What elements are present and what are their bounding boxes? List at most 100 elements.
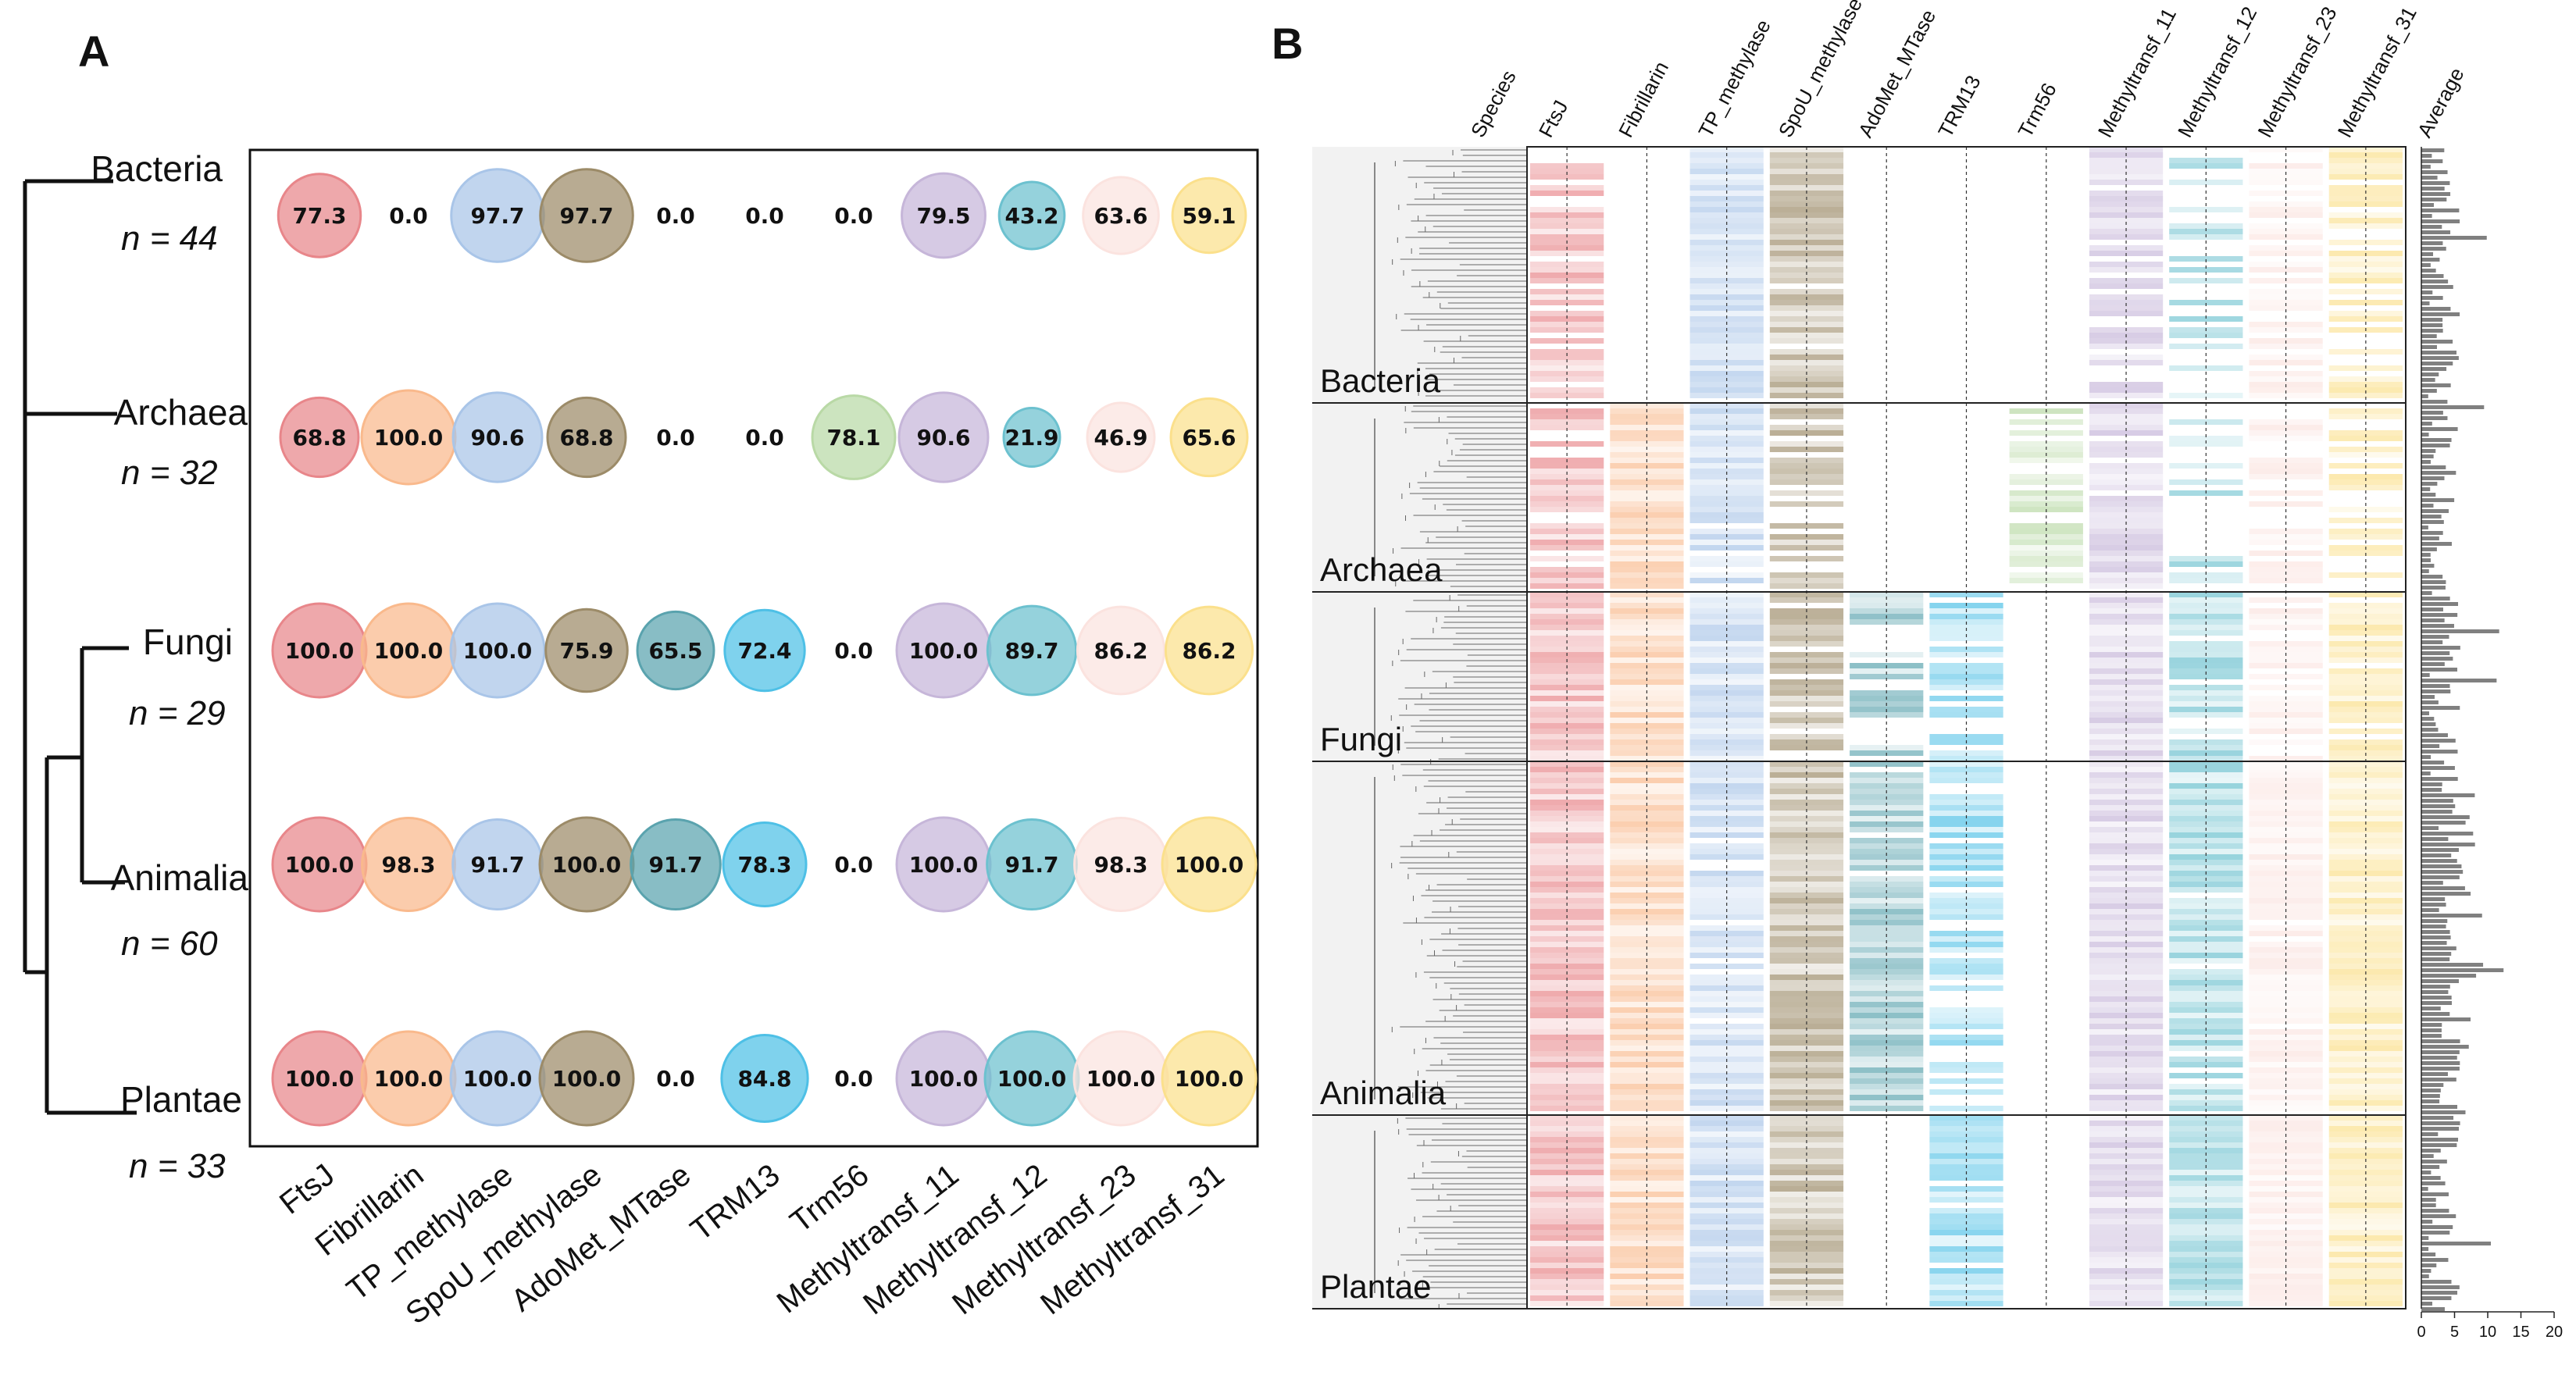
heat-cell [1610,1241,1684,1246]
heat-cell [1769,1148,1844,1153]
heat-cell [2089,1197,2164,1203]
average-bar [2421,968,2504,972]
heat-cell [2249,805,2323,811]
bubble-label: 100.0 [285,638,355,664]
average-bar [2421,1280,2452,1284]
average-bar [2421,460,2431,464]
average-bar [2421,875,2460,879]
average-bar [2421,821,2466,825]
heat-cell [1689,772,1764,778]
heat-cell [2328,942,2403,947]
heat-cell [2089,1241,2164,1246]
heat-cell [1929,1035,2003,1040]
heat-cell [2328,474,2403,479]
average-bar [2421,1291,2458,1295]
bubble-label: 100.0 [463,1066,533,1092]
heat-cell [2328,1274,2403,1279]
heat-cell [1610,729,1684,734]
heat-cell [1610,561,1684,567]
heat-cell [2169,1224,2243,1230]
heat-cell [1530,1106,1604,1111]
heat-cell [1530,761,1604,767]
heat-cell [2328,1192,2403,1197]
heat-cell [1850,1106,1924,1111]
species-header: Species [1466,66,1521,141]
heat-cell [1850,668,1924,674]
group-label-plantae: Plantae [1320,1268,1431,1305]
average-bar [2421,903,2446,907]
heat-cell [1530,1274,1604,1279]
heat-cell [2328,641,2403,647]
heat-cell [2089,479,2164,485]
heat-cell [1769,474,1844,479]
heat-cell [2169,980,2243,985]
average-bar [2421,646,2460,650]
heat-cell [1610,1268,1684,1274]
heat-cell [2089,1024,2164,1029]
heat-cell [1530,300,1604,305]
heat-cell [2169,712,2243,718]
heat-cell [2169,849,2243,854]
bubble-label: 100.0 [1175,1066,1244,1092]
heat-cell [1530,572,1604,578]
column-header-methyltransf_23: Methyltransf_23 [2253,2,2341,141]
heat-cell [2249,718,2323,723]
heat-cell [2089,756,2164,761]
heat-cell [2249,931,2323,936]
average-bar [2421,465,2446,469]
heat-cell [1850,860,1924,865]
heat-cell [2089,1192,2164,1197]
heat-cell [2089,630,2164,636]
heat-cell [1610,523,1684,529]
heat-cell [1610,1186,1684,1192]
heat-cell [2249,1067,2323,1073]
heat-cell [2249,223,2323,229]
heat-cell [1610,947,1684,953]
bubble-label: 79.5 [916,203,970,229]
heat-cell [1530,1186,1604,1192]
average-bar [2421,1007,2441,1010]
heat-cell [2089,1137,2164,1142]
heat-cell [1689,641,1764,647]
heat-cell [1530,523,1604,529]
heat-cell [1769,592,1844,597]
average-bar [2421,362,2453,365]
heat-cell [2169,393,2243,398]
heat-cell [1689,474,1764,479]
heat-cell [1610,597,1684,603]
average-bar [2421,329,2443,333]
heat-cell [1610,1035,1684,1040]
panel-a-row-labels: Bacteria n = 44 Archaea n = 32 Fungi n = 29 An… [91,148,248,1185]
heat-cell [1530,360,1604,365]
heat-cell [2169,592,2243,597]
average-bar [2421,700,2439,704]
average-bar [2421,635,2449,639]
heat-cell [1850,980,1924,985]
heat-cell [1929,816,2003,821]
heat-cell [2089,1230,2164,1235]
panel-a-x-ticks: FtsJFibrillarinTP_methylaseSpoU_methylas… [273,1157,1231,1331]
heat-cell [1850,991,1924,996]
column-header-tp_methylase: TP_methylase [1693,16,1775,141]
heat-cell [2169,256,2243,262]
bubble-label: 0.0 [834,1066,873,1092]
heat-cell [2249,1062,2323,1067]
heat-cell [2169,561,2243,567]
heat-cell [2328,800,2403,805]
heat-cell [2089,723,2164,729]
heat-cell [2009,529,2083,534]
heat-cell [2169,685,2243,690]
average-bar [2421,236,2487,240]
average-bar [2421,974,2477,978]
bubble-fungi-methyltransf_12 [986,604,1078,697]
bubble-label: 100.0 [1175,852,1244,878]
heat-cell [2328,685,2403,690]
bubble-label: 68.8 [292,425,346,451]
heat-cell [2089,712,2164,718]
heat-cell [2169,942,2243,947]
average-bar [2421,1253,2436,1256]
heat-cell [2249,174,2323,180]
average-bar [2421,1307,2445,1311]
heat-cell [2249,1285,2323,1290]
heat-cell [1769,1279,1844,1285]
